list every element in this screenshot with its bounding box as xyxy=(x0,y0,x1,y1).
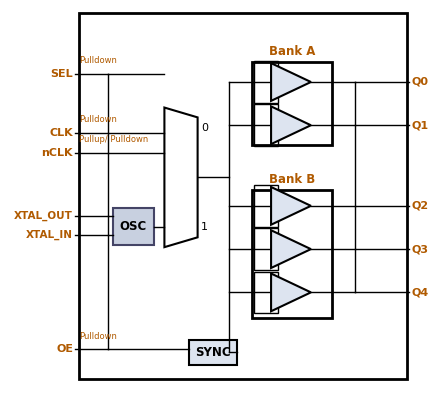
Text: Bank B: Bank B xyxy=(269,173,315,186)
Polygon shape xyxy=(165,108,197,247)
Text: 1: 1 xyxy=(201,221,208,232)
Bar xyxy=(189,339,237,365)
Text: OSC: OSC xyxy=(120,220,147,233)
Text: Pulldown: Pulldown xyxy=(79,116,117,124)
Text: SYNC: SYNC xyxy=(195,346,231,359)
Bar xyxy=(254,185,278,227)
Bar xyxy=(254,228,278,270)
Polygon shape xyxy=(271,187,311,225)
Polygon shape xyxy=(271,274,311,311)
Bar xyxy=(254,272,278,313)
Bar xyxy=(251,190,333,318)
Text: XTAL_OUT: XTAL_OUT xyxy=(14,211,73,221)
Bar xyxy=(254,61,278,103)
Text: Pullup/ Pulldown: Pullup/ Pulldown xyxy=(79,135,149,144)
Text: nCLK: nCLK xyxy=(41,148,73,158)
Text: SEL: SEL xyxy=(51,69,73,79)
Text: 0: 0 xyxy=(201,123,208,133)
Text: CLK: CLK xyxy=(50,128,73,138)
Text: Q1: Q1 xyxy=(411,120,429,130)
Polygon shape xyxy=(271,107,311,144)
Text: XTAL_IN: XTAL_IN xyxy=(26,230,73,240)
Text: Pulldown: Pulldown xyxy=(79,57,117,65)
Bar xyxy=(251,62,333,145)
Bar xyxy=(79,13,407,379)
Polygon shape xyxy=(271,63,311,101)
Polygon shape xyxy=(271,230,311,268)
Text: Q0: Q0 xyxy=(411,77,429,87)
Text: Q4: Q4 xyxy=(411,287,429,297)
Bar xyxy=(112,208,154,245)
Bar xyxy=(254,105,278,146)
Text: Pulldown: Pulldown xyxy=(79,332,117,341)
Text: Bank A: Bank A xyxy=(269,46,315,58)
Text: Q3: Q3 xyxy=(411,244,429,254)
Text: OE: OE xyxy=(56,345,73,354)
Text: Q2: Q2 xyxy=(411,201,429,211)
